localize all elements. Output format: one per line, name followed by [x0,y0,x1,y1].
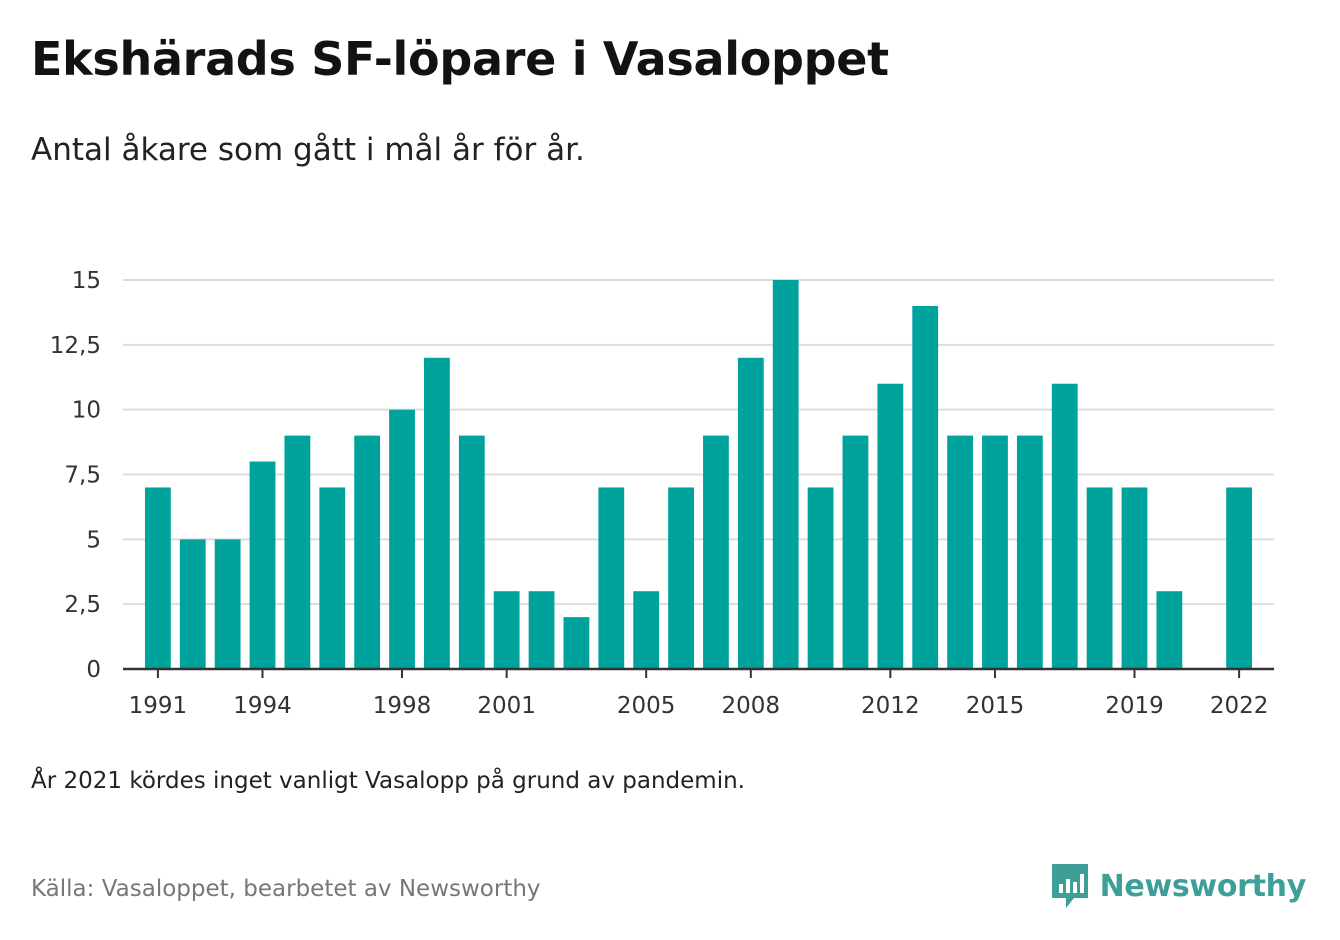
x-tick-label: 2015 [966,693,1025,719]
bar-1998 [389,409,415,669]
bar-1992 [179,539,206,669]
chart-title: Ekshärads SF-löpare i Vasaloppet [31,32,889,86]
bar-2001 [493,591,520,669]
bar-2006 [668,487,694,669]
bar-chart: 0 2,5 5 7,5 10 12,5 15 1991 1994 1998 2001 2005 200… [50,268,1274,719]
x-axis-labels: 1991 1994 1998 2001 2005 2008 2012 2015 2019 2022 [129,693,1269,719]
x-tick-label: 1994 [233,693,292,719]
gridlines [123,279,1274,606]
bar-2000 [458,435,485,669]
bar-2009 [772,280,799,669]
bar-2002 [528,591,555,669]
x-tick-label: 1998 [373,693,432,719]
bar-2013 [912,305,939,669]
bar-2008 [737,357,764,669]
bar-2014 [947,435,973,669]
newsworthy-logo-icon [1051,864,1088,908]
bars [144,280,1253,669]
bar-2019 [1121,487,1148,669]
x-tick-label: 2005 [617,693,676,719]
x-axis [123,667,1274,678]
footnote: År 2021 kördes inget vanligt Vasalopp på… [31,768,745,794]
source-credit: Källa: Vasaloppet, bearbetet av Newswort… [31,876,541,902]
bar-1994 [249,461,276,669]
bar-2016 [1016,435,1043,669]
bar-2007 [703,435,729,669]
bar-2020 [1156,591,1183,669]
x-tick-label: 2001 [477,693,536,719]
bar-2005 [633,591,660,669]
x-tick-label: 2019 [1105,693,1164,719]
bar-2017 [1051,383,1078,669]
brand[interactable]: Newsworthy [1050,862,1306,910]
y-tick-label: 12,5 [50,333,101,359]
y-tick-label: 15 [72,268,101,294]
bar-2018 [1086,487,1113,669]
y-tick-label: 5 [86,527,101,553]
x-tick-label: 2008 [722,693,781,719]
y-axis-labels: 0 2,5 5 7,5 10 12,5 15 [50,268,101,683]
bar-1996 [319,487,346,669]
x-tick-label: 2012 [861,693,920,719]
bar-2015 [982,435,1008,669]
bar-2022 [1226,487,1253,669]
brand-name: Newsworthy [1099,868,1307,904]
y-tick-label: 7,5 [64,463,101,489]
x-tick-label: 1991 [129,693,188,719]
bar-2004 [598,487,625,669]
bar-2012 [877,383,904,669]
bar-2003 [563,617,590,669]
bar-2010 [807,487,834,669]
bar-1993 [214,539,241,669]
bar-2011 [842,435,869,669]
x-tick-label: 2022 [1210,693,1269,719]
bar-1999 [424,357,450,669]
y-tick-label: 10 [72,398,101,424]
y-tick-label: 0 [86,657,101,683]
bar-1991 [144,487,171,669]
chart-subtitle: Antal åkare som gått i mål år för år. [31,132,585,168]
bar-1997 [354,435,381,669]
y-tick-label: 2,5 [64,592,101,618]
bar-1995 [284,435,311,669]
